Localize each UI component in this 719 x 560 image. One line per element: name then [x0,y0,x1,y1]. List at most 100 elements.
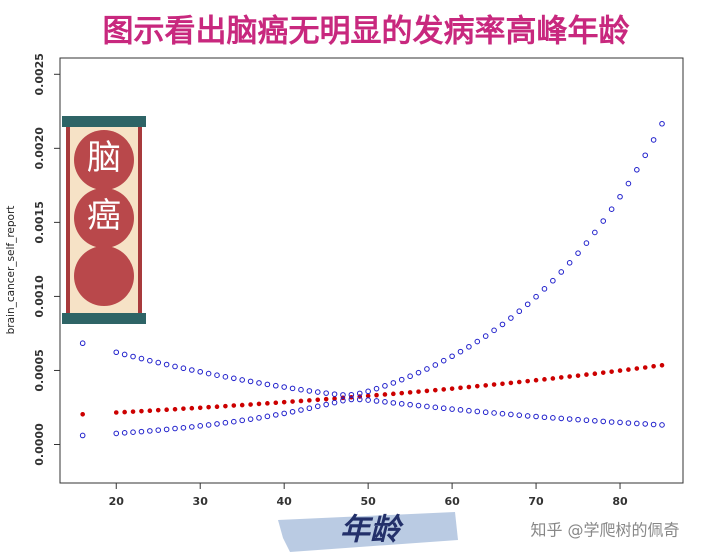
point [575,373,581,378]
point [415,402,422,409]
point [516,412,523,418]
point [592,418,598,424]
point [650,137,657,143]
point [222,419,229,426]
point [298,407,304,413]
point [474,408,481,415]
point [298,398,304,404]
point [374,392,379,398]
point [466,384,472,390]
point [181,406,186,411]
point [483,383,488,388]
point [474,338,481,345]
point [399,390,405,396]
point [231,375,237,382]
point [508,380,514,386]
y-tick-label: 0.0005 [33,349,46,391]
point [533,293,539,300]
point [272,382,279,389]
point [256,415,262,421]
point [80,411,85,417]
point [474,383,480,389]
point [264,413,271,420]
x-tick-label: 50 [360,495,376,508]
point [508,411,514,418]
x-tick-label: 80 [612,495,628,508]
point [491,382,497,387]
y-tick-label: 0.0010 [33,275,46,318]
point [306,388,313,394]
point [466,407,472,414]
banner-text: 脑 [87,138,121,178]
point [642,152,649,159]
point [273,400,279,406]
point [659,422,665,428]
point [617,368,623,373]
point [617,193,623,200]
marks [79,120,665,439]
point [121,351,128,358]
point [197,405,203,411]
point [356,390,363,397]
point [550,277,556,284]
point [440,405,447,412]
point [407,390,413,395]
point [206,404,211,410]
point [625,180,632,187]
point [122,409,127,415]
point [433,387,438,393]
point [415,369,422,376]
point [155,359,162,366]
plot-frame [59,57,684,484]
point [138,355,145,362]
point [340,392,346,398]
point [449,353,455,360]
point [566,416,573,422]
point [407,373,413,380]
point [524,301,531,308]
point [482,333,489,339]
point [567,374,572,379]
point [391,391,396,397]
point [163,426,170,433]
point [416,389,421,394]
point [315,397,321,403]
point [491,327,497,334]
point [566,259,573,266]
point [79,432,86,439]
point [382,392,388,397]
x-tick-label: 60 [444,495,460,508]
point [323,390,329,396]
point [365,397,371,403]
point [205,422,212,428]
point [147,408,153,414]
point [584,372,589,377]
point [608,419,615,425]
point [197,423,204,429]
point [373,385,380,392]
point [558,375,564,380]
point [138,428,145,435]
point [650,421,657,428]
point [247,416,254,422]
point [550,415,556,421]
point [163,361,170,368]
point [499,321,506,328]
point [500,381,505,387]
point [491,410,497,416]
banner-text: 癌 [87,196,121,236]
point [575,250,581,256]
point [290,399,295,404]
point [525,378,530,384]
point [600,370,606,375]
point [634,420,640,427]
point [130,429,136,436]
point [634,366,640,371]
watermark: 知乎 @学爬树的佩奇 [530,521,679,540]
point [592,229,598,236]
point [600,218,607,224]
point [356,396,363,403]
point [373,398,380,404]
point [407,401,413,408]
